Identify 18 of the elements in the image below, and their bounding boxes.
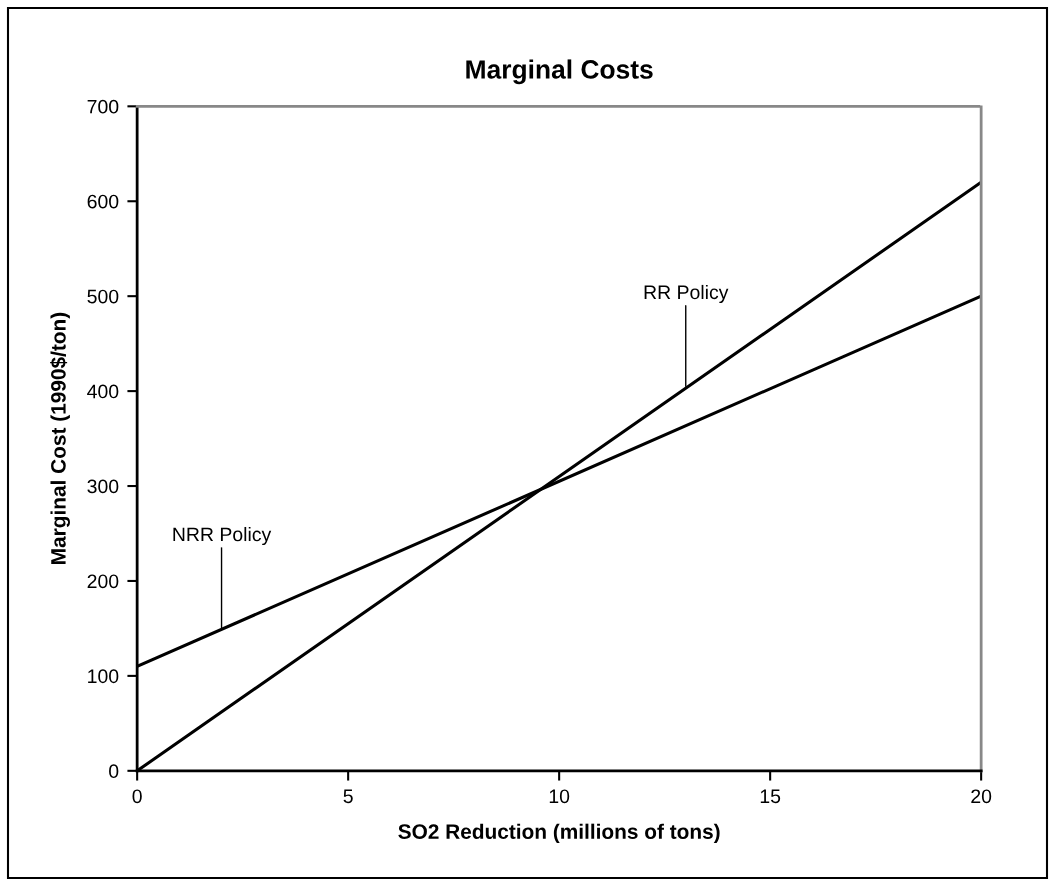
annotation: NRR Policy — [173, 526, 272, 546]
y-axis-title: Marginal Cost (1990$/ton) — [50, 312, 70, 564]
y-tick-label: 200 — [87, 574, 119, 589]
y-tick-label: 100 — [88, 669, 119, 684]
x-tick-label: 10 — [549, 789, 570, 804]
x-tick-label: 0 — [132, 789, 142, 804]
chart-title: Marginal Costs — [466, 59, 653, 85]
x-tick-label: 20 — [971, 789, 992, 804]
y-tick-label: 300 — [87, 479, 119, 494]
x-tick-label: 15 — [760, 789, 781, 804]
annotation: RR Policy — [644, 284, 729, 304]
y-tick-label: 600 — [87, 194, 119, 209]
x-tick-label: 5 — [343, 789, 353, 804]
y-tick-label: 0 — [109, 764, 119, 779]
y-tick-label: 700 — [87, 99, 119, 114]
y-tick-label: 500 — [87, 289, 119, 304]
y-tick-label: 400 — [87, 384, 119, 399]
x-axis-title: SO2 Reduction (millions of tons) — [398, 823, 720, 844]
